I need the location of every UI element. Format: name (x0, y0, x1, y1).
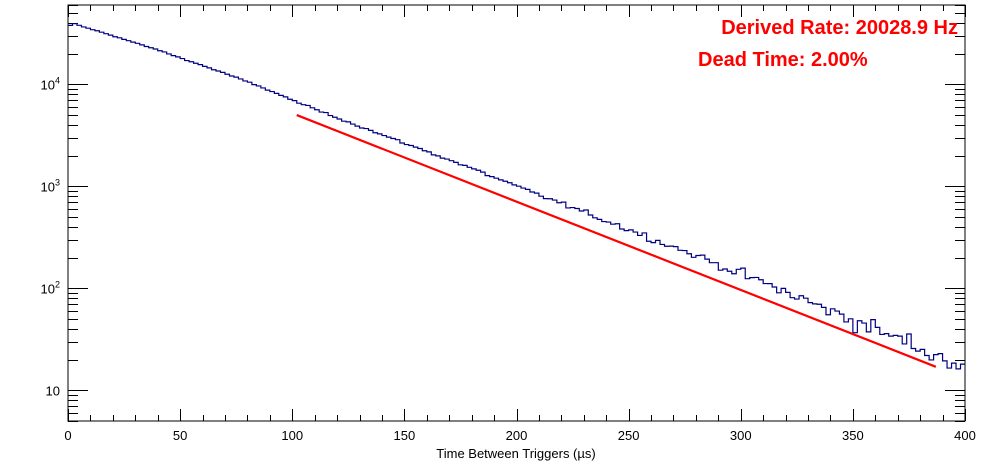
y-tick-label: 10 (46, 383, 60, 398)
x-tick-label: 350 (842, 428, 864, 443)
x-tick-label: 400 (954, 428, 976, 443)
x-tick-label: 250 (618, 428, 640, 443)
fit-line (296, 114, 937, 368)
x-tick-label: 50 (173, 428, 187, 443)
dead-time-annotation: Dead Time: 2.00% (698, 49, 868, 71)
x-tick-labels: 0 50 100 150 200 250 300 350 400 (64, 428, 975, 443)
y-tick-label: 104 (41, 75, 60, 92)
x-tick-label: 200 (506, 428, 528, 443)
x-tick-label: 100 (281, 428, 303, 443)
derived-rate-annotation: Derived Rate: 20028.9 Hz (721, 17, 958, 39)
x-tick-label: 150 (394, 428, 416, 443)
plot-frame (67, 4, 966, 422)
histogram-series (68, 23, 965, 370)
x-tick-label: 0 (64, 428, 71, 443)
y-tick-label: 102 (41, 279, 60, 296)
x-tick-label: 300 (730, 428, 752, 443)
axis-ticks (68, 5, 966, 422)
y-tick-label: 103 (41, 177, 60, 194)
y-tick-labels: 10 102 103 104 (41, 75, 60, 398)
x-axis-title: Time Between Triggers (µs) (436, 446, 595, 461)
